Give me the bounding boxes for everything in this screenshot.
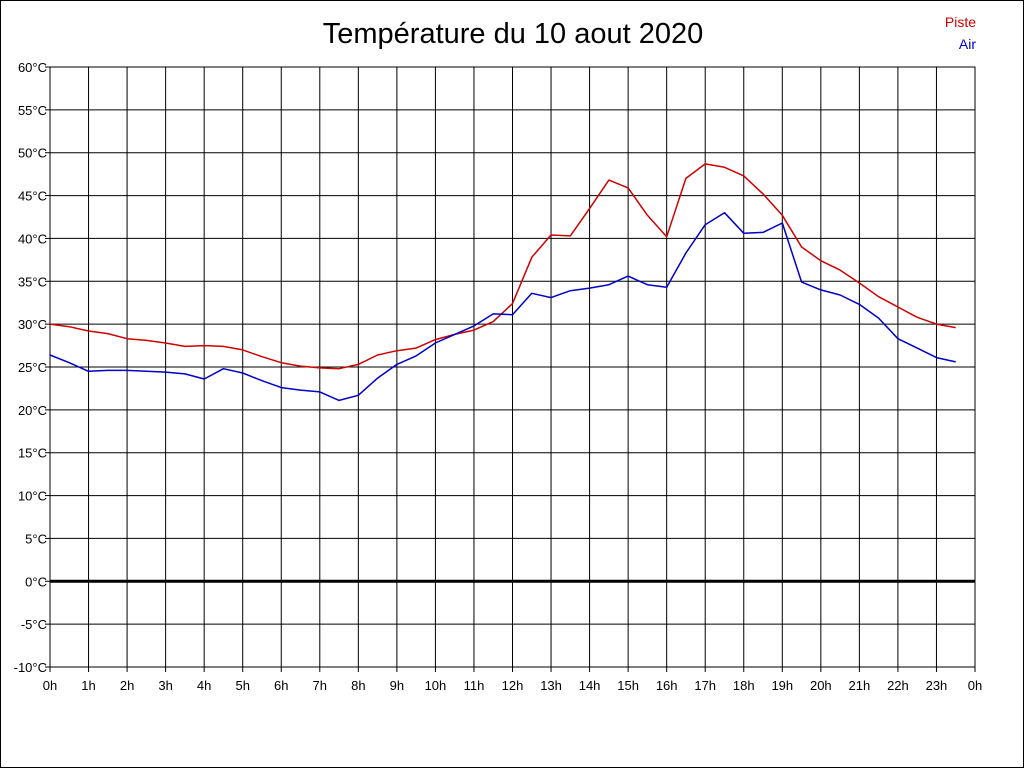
x-tick-label: 13h (540, 678, 562, 693)
y-tick-label: 60°C (18, 60, 47, 75)
x-tick-label: 14h (579, 678, 601, 693)
x-tick-label: 0h (968, 678, 982, 693)
x-tick-label: 7h (313, 678, 327, 693)
y-tick-label: 20°C (18, 403, 47, 418)
y-tick-label: -5°C (21, 617, 47, 632)
y-tick-label: 40°C (18, 231, 47, 246)
x-tick-label: 18h (733, 678, 755, 693)
y-tick-label: -10°C (14, 660, 47, 675)
x-tick-label: 9h (390, 678, 404, 693)
y-tick-label: 0°C (25, 574, 47, 589)
x-tick-label: 0h (43, 678, 57, 693)
x-tick-label: 19h (771, 678, 793, 693)
y-tick-label: 45°C (18, 189, 47, 204)
x-tick-label: 4h (197, 678, 211, 693)
x-tick-label: 12h (502, 678, 524, 693)
x-tick-label: 15h (617, 678, 639, 693)
y-tick-label: 10°C (18, 489, 47, 504)
y-tick-label: 50°C (18, 146, 47, 161)
x-tick-label: 10h (425, 678, 447, 693)
y-tick-label: 15°C (18, 446, 47, 461)
x-tick-label: 20h (810, 678, 832, 693)
legend-air: Air (958, 36, 976, 52)
x-tick-label: 23h (926, 678, 948, 693)
x-tick-label: 11h (464, 678, 485, 693)
x-tick-label: 3h (158, 678, 172, 693)
x-tick-label: 17h (694, 678, 716, 693)
x-tick-label: 6h (274, 678, 288, 693)
y-tick-label: 5°C (25, 531, 47, 546)
x-tick-label: 22h (887, 678, 909, 693)
series-line-air (49, 211, 956, 402)
x-tick-label: 5h (235, 678, 249, 693)
chart-title: Température du 10 aout 2020 (322, 18, 704, 50)
x-tick-label: 21h (849, 678, 871, 693)
y-tick-label: 35°C (18, 274, 47, 289)
x-tick-label: 16h (656, 678, 678, 693)
series-line-piste (49, 163, 956, 370)
legend-piste: Piste (944, 14, 976, 30)
x-tick-label: 2h (120, 678, 134, 693)
x-tick-label: 8h (351, 678, 365, 693)
plot-frame (49, 66, 976, 668)
y-tick-label: 25°C (18, 360, 47, 375)
x-tick-label: 1h (81, 678, 95, 693)
y-tick-label: 30°C (18, 317, 47, 332)
y-tick-label: 55°C (18, 103, 47, 118)
